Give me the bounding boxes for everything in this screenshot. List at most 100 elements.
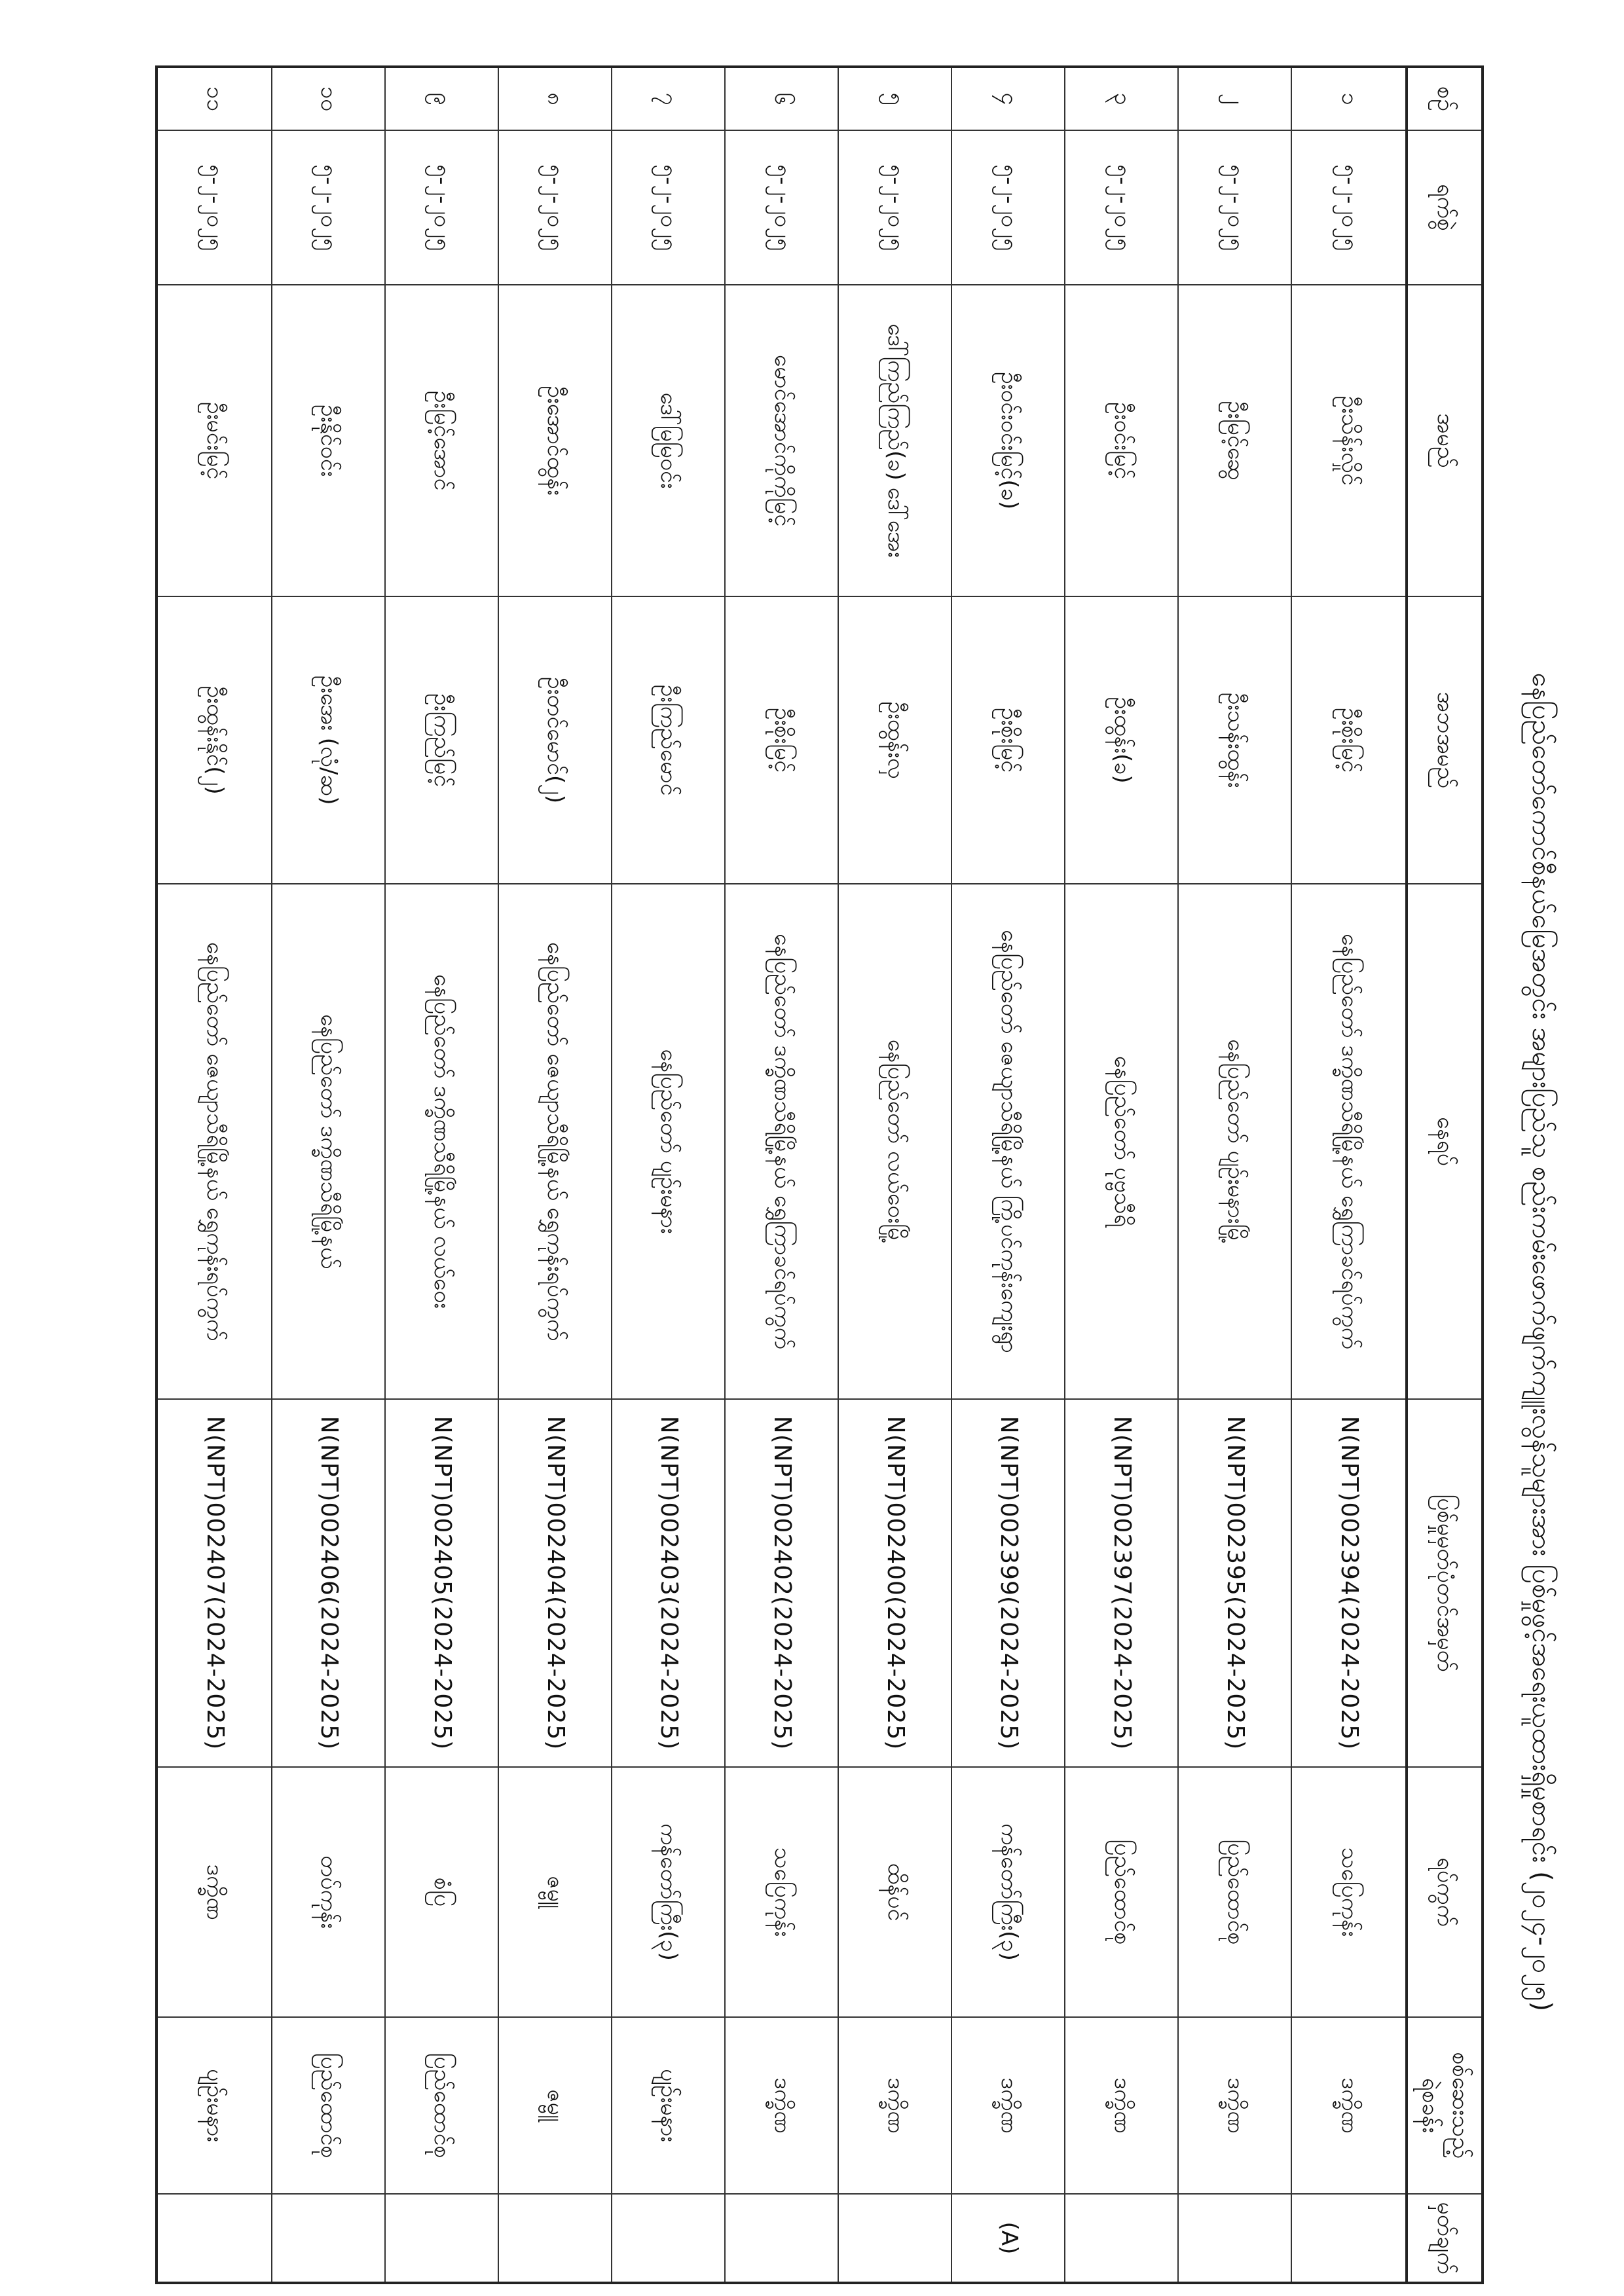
cell-date: ၅-၂-၂၀၂၅	[498, 130, 612, 285]
table-row: ၁၀ ၅-၂-၂၀၂၅ ဦးနိုင်ဝင်း ဦးအေး (လုံ/ဆ) နေပြည်…	[271, 67, 385, 2283]
cell-remark	[725, 2194, 839, 2283]
cell-station: ဒက္ခိဏ	[951, 2017, 1065, 2194]
cell-name: ဦးမြင့်ဆွေ	[1178, 285, 1292, 596]
cell-no: ၁၀	[271, 67, 385, 130]
cell-father: ဦးကြည်မြင့်	[384, 596, 498, 884]
cell-township: ကန်တော်ကြီး(၃)	[951, 1767, 1065, 2017]
table-row: ၂၅-၂-၂၀၂၅ ဦးမြင့်ဆွေ ဦးသန်းထွန်း နေပြည်တော်…	[1178, 67, 1292, 2283]
cell-date: ၅-၂-၂၀၂၅	[612, 130, 726, 285]
cell-station: ပျဉ်းမနား	[157, 2017, 272, 2194]
cell-father: ဦးကြည်မောင်	[612, 596, 726, 884]
cell-no: ၁၁	[157, 67, 272, 130]
cell-name: ဦးမင်းမြင့်	[157, 285, 272, 596]
cell-township: တပ်ကုန်း	[271, 1767, 385, 2017]
cell-township: ပြည်ထောင်စု	[1065, 1767, 1179, 2017]
cell-case-no: N(NPT)002403(2024-2025)	[612, 1399, 726, 1767]
cell-address: နေပြည်တော် ဒက္ခိဏသီရိမြို့နယ်	[271, 884, 385, 1399]
cell-address: နေပြည်တော် ပုဗ္ဗသီရိ	[1065, 884, 1179, 1399]
cell-township: ထိန်ပင်	[838, 1767, 952, 2017]
cell-date: ၅-၂-၂၀၂၅	[1291, 130, 1407, 285]
cell-name: ဦးဝင်းဝင်းမြင့်(ခ)	[951, 285, 1065, 596]
header-township: ရပ်ကွက်	[1407, 1767, 1483, 2017]
cell-date: ၅-၂-၂၀၂၅	[271, 130, 385, 285]
cell-date: ၅-၂-၂၀၂၅	[157, 130, 272, 285]
cell-date: ၅-၂-၂၀၂၅	[384, 130, 498, 285]
cell-remark: (A)	[951, 2194, 1065, 2283]
cell-address: နေပြည်တော် ဒက္ခိဏသီရိမြို့နယ် ရွှေကြာခင်…	[1291, 884, 1407, 1399]
cell-case-no: N(NPT)002395(2024-2025)	[1178, 1399, 1292, 1767]
cell-address: နေပြည်တော် ဇေယျာသီရိမြို့နယ် ရွှေကုန်းရပ…	[157, 884, 272, 1399]
cell-station: ဒက္ခိဏ	[1178, 2017, 1292, 2194]
table-row: ၅၅-၂-၂၀၂၅ ဒေါ်ကြည်ကြည်(ခ) ဒေါ်အေး ဦးထွန်းလ…	[838, 67, 952, 2283]
cell-township: စံပြ	[384, 1767, 498, 2017]
cell-case-no: N(NPT)002405(2024-2025)	[384, 1399, 498, 1767]
cell-father: ဦးစိုးမြင့်	[1291, 596, 1407, 884]
cell-no: ၆	[725, 67, 839, 130]
cell-no: ၂	[1178, 67, 1292, 130]
cell-remark	[271, 2194, 385, 2283]
cell-name: ဒေါ်မြမြဝင်း	[612, 285, 726, 596]
cell-station: ဒက္ခိဏ	[1291, 2017, 1407, 2194]
cell-case-no: N(NPT)002402(2024-2025)	[725, 1399, 839, 1767]
table-row: ၁၁ ၅-၂-၂၀၂၅ ဦးမင်းမြင့် ဦးထွန်းနိုင်(၂) နေပြ…	[157, 67, 272, 2283]
cell-date: ၅-၂-၂၀၂၅	[951, 130, 1065, 285]
table-header-row: စဉ် ရက်စွဲ အမည် အဘအမည် နေရပ် ပြစ်မှုမှတ်…	[1407, 67, 1483, 2283]
cell-case-no: N(NPT)002394(2024-2025)	[1291, 1399, 1407, 1767]
cell-remark	[612, 2194, 726, 2283]
cell-case-no: N(NPT)002404(2024-2025)	[498, 1399, 612, 1767]
cell-address: နေပြည်တော် ဇေယျာသီရိမြို့နယ် ကြို့ပင်ကုန…	[951, 884, 1065, 1399]
cell-date: ၅-၂-၂၀၂၅	[1178, 130, 1292, 285]
cell-station: ဒက္ခိဏ	[1065, 2017, 1179, 2194]
cell-date: ၅-၂-၂၀၂၅	[725, 130, 839, 285]
cell-remark	[1291, 2194, 1407, 2283]
cell-station: ဒက္ခိဏ	[725, 2017, 839, 2194]
cell-father: ဦးတင်မောင်(၂)	[498, 596, 612, 884]
cell-case-no: N(NPT)002407(2024-2025)	[157, 1399, 272, 1767]
cell-address: နေပြည်တော် ပျဉ်းမနား	[612, 884, 726, 1399]
cell-station: ပြည်ထောင်စု	[384, 2017, 498, 2194]
cell-no: ၉	[384, 67, 498, 130]
cell-case-no: N(NPT)002399(2024-2025)	[951, 1399, 1065, 1767]
table-row: ၆၅-၂-၂၀၂၅ မောင်အောင်ကိုကိုမြင့် ဦးစိုးမြင့…	[725, 67, 839, 2283]
cell-remark	[384, 2194, 498, 2283]
cell-address: နေပြည်တော် ဇေယျာသီရိမြို့နယ် ရွှေကုန်းရပ…	[498, 884, 612, 1399]
records-table: စဉ် ရက်စွဲ အမည် အဘအမည် နေရပ် ပြစ်မှုမှတ်…	[155, 65, 1484, 2284]
cell-township: ကန်တော်ကြီး(၃)	[612, 1767, 726, 2017]
header-case-no: ပြစ်မှုမှတ်ပုံတင်အမှတ်	[1407, 1399, 1483, 1767]
cell-remark	[838, 2194, 952, 2283]
cell-name: မောင်အောင်ကိုကိုမြင့်	[725, 285, 839, 596]
cell-remark	[157, 2194, 272, 2283]
header-station: စစ်ဆေးသည့် ရဲစခန်း	[1407, 2017, 1483, 2194]
cell-township: သပြေကုန်း	[725, 1767, 839, 2017]
cell-date: ၅-၂-၂၀၂၅	[1065, 130, 1179, 285]
cell-station: ပြည်ထောင်စု	[271, 2017, 385, 2194]
cell-name: ဦးမြင့်အောင်	[384, 285, 498, 596]
cell-name: ဦးဝင်းမြင့်	[1065, 285, 1179, 596]
cell-no: ၇	[612, 67, 726, 130]
cell-township: ဒက္ခိဏ	[157, 1767, 272, 2017]
header-address: နေရပ်	[1407, 884, 1483, 1399]
cell-address: နေပြည်တော် ပျဉ်းမနားမြို့	[1178, 884, 1292, 1399]
table-row: ၁၅-၂-၂၀၂၅ ဦးသိန်းလှိုင် ဦးစိုးမြင့် နေပြည်တ…	[1291, 67, 1407, 2283]
table-row: ၇၅-၂-၂၀၂၅ ဒေါ်မြမြဝင်း ဦးကြည်မောင် နေပြည်တေ…	[612, 67, 726, 2283]
cell-father: ဦးထွန်းလှ	[838, 596, 952, 884]
cell-address: နေပြည်တော် ဒက္ခိဏသီရိမြို့နယ် လယ်ဝေး	[384, 884, 498, 1399]
cell-father: ဦးစိုးမြင့်	[725, 596, 839, 884]
cell-case-no: N(NPT)002397(2024-2025)	[1065, 1399, 1179, 1767]
header-date: ရက်စွဲ	[1407, 130, 1483, 285]
table-row: ၄၅-၂-၂၀၂၅ ဦးဝင်းဝင်းမြင့်(ခ) ဦးစိုးမြင့် နေ…	[951, 67, 1065, 2283]
cell-remark	[498, 2194, 612, 2283]
cell-date: ၅-၂-၂၀၂၅	[838, 130, 952, 285]
cell-no: ၁	[1291, 67, 1407, 130]
document-title: နေပြည်တော်ကောင်စီနယ်မြေအတွင်း အများပြည်သ…	[1526, 672, 1557, 2012]
table-row: ၉၅-၂-၂၀၂၅ ဦးမြင့်အောင် ဦးကြည်မြင့် နေပြည်တေ…	[384, 67, 498, 2283]
table-row: ၃၅-၂-၂၀၂၅ ဦးဝင်းမြင့် ဦးထွန်း(ခ) နေပြည်တော်…	[1065, 67, 1179, 2283]
cell-father: ဦးသန်းထွန်း	[1178, 596, 1292, 884]
cell-no: ၈	[498, 67, 612, 130]
cell-father: ဦးထွန်းနိုင်(၂)	[157, 596, 272, 884]
cell-no: ၅	[838, 67, 952, 130]
cell-no: ၃	[1065, 67, 1179, 130]
header-no: စဉ်	[1407, 67, 1483, 130]
cell-father: ဦးအေး (လုံ/ဆ)	[271, 596, 385, 884]
